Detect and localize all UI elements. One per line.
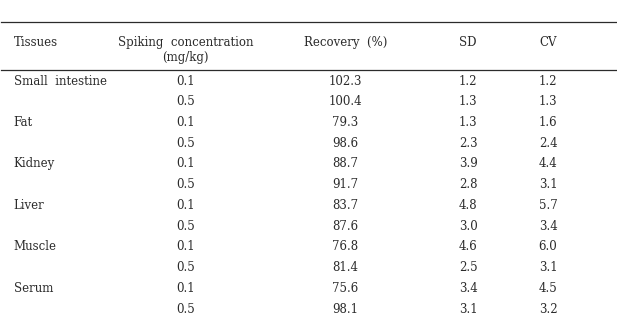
Text: Spiking  concentration
(mg/kg): Spiking concentration (mg/kg) [118, 36, 254, 64]
Text: 3.9: 3.9 [459, 158, 478, 170]
Text: 0.1: 0.1 [176, 240, 195, 254]
Text: 3.4: 3.4 [459, 282, 478, 295]
Text: Serum: Serum [14, 282, 53, 295]
Text: 4.6: 4.6 [459, 240, 478, 254]
Text: 1.2: 1.2 [539, 75, 557, 88]
Text: 3.2: 3.2 [539, 303, 557, 315]
Text: 1.6: 1.6 [539, 116, 557, 129]
Text: 2.3: 2.3 [459, 137, 478, 150]
Text: 0.5: 0.5 [176, 95, 195, 108]
Text: 83.7: 83.7 [333, 199, 358, 212]
Text: CV: CV [539, 36, 557, 49]
Text: Small  intestine: Small intestine [14, 75, 107, 88]
Text: 0.1: 0.1 [176, 75, 195, 88]
Text: 76.8: 76.8 [333, 240, 358, 254]
Text: 1.3: 1.3 [459, 95, 478, 108]
Text: 0.1: 0.1 [176, 158, 195, 170]
Text: 0.5: 0.5 [176, 303, 195, 315]
Text: 5.7: 5.7 [539, 199, 557, 212]
Text: 75.6: 75.6 [332, 282, 358, 295]
Text: 81.4: 81.4 [333, 261, 358, 274]
Text: 3.4: 3.4 [539, 220, 557, 233]
Text: 0.5: 0.5 [176, 178, 195, 191]
Text: Fat: Fat [14, 116, 33, 129]
Text: 102.3: 102.3 [329, 75, 362, 88]
Text: 6.0: 6.0 [539, 240, 557, 254]
Text: SD: SD [460, 36, 477, 49]
Text: 87.6: 87.6 [333, 220, 358, 233]
Text: 3.1: 3.1 [539, 261, 557, 274]
Text: Tissues: Tissues [14, 36, 58, 49]
Text: 0.5: 0.5 [176, 137, 195, 150]
Text: 0.5: 0.5 [176, 220, 195, 233]
Text: 3.0: 3.0 [459, 220, 478, 233]
Text: 2.5: 2.5 [459, 261, 478, 274]
Text: 1.2: 1.2 [459, 75, 478, 88]
Text: 100.4: 100.4 [328, 95, 362, 108]
Text: 2.8: 2.8 [459, 178, 478, 191]
Text: 98.6: 98.6 [333, 137, 358, 150]
Text: 4.8: 4.8 [459, 199, 478, 212]
Text: 0.5: 0.5 [176, 261, 195, 274]
Text: 0.1: 0.1 [176, 199, 195, 212]
Text: 91.7: 91.7 [333, 178, 358, 191]
Text: 3.1: 3.1 [539, 178, 557, 191]
Text: 4.4: 4.4 [539, 158, 557, 170]
Text: 1.3: 1.3 [539, 95, 557, 108]
Text: 2.4: 2.4 [539, 137, 557, 150]
Text: 79.3: 79.3 [332, 116, 358, 129]
Text: 98.1: 98.1 [333, 303, 358, 315]
Text: 88.7: 88.7 [333, 158, 358, 170]
Text: Recovery  (%): Recovery (%) [304, 36, 387, 49]
Text: 0.1: 0.1 [176, 282, 195, 295]
Text: 1.3: 1.3 [459, 116, 478, 129]
Text: Muscle: Muscle [14, 240, 57, 254]
Text: 0.1: 0.1 [176, 116, 195, 129]
Text: 4.5: 4.5 [539, 282, 557, 295]
Text: Liver: Liver [14, 199, 44, 212]
Text: Kidney: Kidney [14, 158, 55, 170]
Text: 3.1: 3.1 [459, 303, 478, 315]
